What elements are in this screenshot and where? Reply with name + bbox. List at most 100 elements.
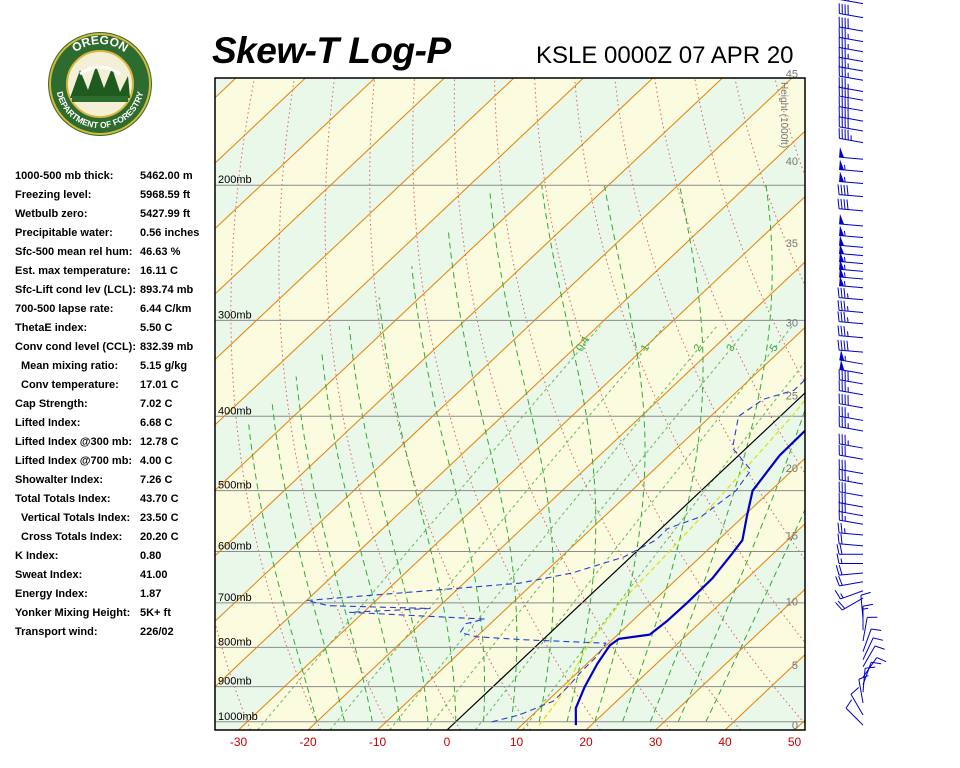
- stat-row: K Index: 0.80: [15, 548, 220, 567]
- stat-label: Precipitable water:: [15, 227, 113, 239]
- stat-label: Wetbulb zero:: [15, 208, 88, 220]
- wind-barb: [839, 225, 864, 239]
- stat-value: 226/02: [140, 626, 174, 638]
- wind-barb: [839, 147, 864, 160]
- wind-barb: [839, 275, 864, 289]
- wind-barb: [845, 699, 864, 726]
- wind-barb: [837, 287, 864, 301]
- wind-barb: [839, 251, 864, 265]
- stat-label: Sweat Index:: [15, 569, 83, 581]
- isotherm-line: [215, 78, 237, 99]
- isobar-label: 800mb: [218, 636, 252, 648]
- wind-barb: [838, 492, 864, 508]
- wind-barb: [837, 311, 864, 325]
- mixing-ratio-line: [257, 325, 601, 730]
- wind-barb: [835, 564, 864, 576]
- wind-barb: [839, 213, 864, 227]
- wind-barb: [862, 657, 887, 678]
- moist-adiabat: [447, 231, 518, 722]
- height-tick-label: 45: [786, 68, 798, 80]
- stat-value: 0.56 inches: [140, 227, 200, 239]
- height-tick-label: 0: [792, 720, 798, 732]
- wind-barb: [836, 553, 863, 564]
- height-tick-label: 40: [786, 156, 798, 168]
- sounding-indices-list: 1000-500 mb thick: 5462.00 m Freezing leve…: [15, 168, 220, 643]
- wind-barb: [838, 106, 864, 122]
- wind-barb: [838, 37, 864, 53]
- stat-row: Lifted Index: 6.68 C: [15, 415, 220, 434]
- stat-row: Sfc-500 mean rel hum: 46.63 %: [15, 244, 220, 263]
- plot-frame: [214, 77, 806, 731]
- wind-barb: [838, 481, 864, 497]
- stat-value: 17.01 C: [140, 379, 179, 391]
- wind-barb: [838, 27, 864, 43]
- parcel-trace-line: [538, 398, 805, 726]
- wind-barb: [838, 380, 864, 396]
- height-tick-label: 30: [786, 318, 798, 330]
- moist-adiabat: [248, 424, 318, 722]
- page-title: Skew-T Log-P: [212, 30, 451, 71]
- wind-barb: [850, 687, 864, 716]
- wind-barb: [837, 325, 864, 339]
- wind-barb: [838, 128, 864, 144]
- dry-adiabat: [935, 78, 960, 730]
- wind-barb: [838, 509, 864, 525]
- stat-row: Lifted Index @700 mb: 4.00 C: [15, 453, 220, 472]
- height-tick-label: 5: [792, 660, 798, 672]
- plot-area: 0.4 1 2 3 5 8200mb300mb400mb500mb600mb700mb80…: [0, 78, 960, 730]
- isotherm-line: [215, 78, 445, 295]
- moist-adiabat: [705, 508, 805, 723]
- dry-adiabat: [453, 78, 671, 730]
- stat-label: 1000-500 mb thick:: [15, 170, 114, 182]
- logo-top-text: OREGON: [69, 33, 130, 55]
- stat-row: Cap Strength: 7.02 C: [15, 396, 220, 415]
- wind-barb: [838, 16, 864, 32]
- stat-row: Vertical Totals Index: 23.50 C: [15, 510, 220, 529]
- svg-text:OREGON: OREGON: [69, 33, 130, 55]
- stat-label: Vertical Totals Index:: [21, 512, 131, 524]
- mixing-ratio-label: 1: [639, 342, 652, 353]
- isobar-label: 600mb: [218, 540, 252, 552]
- height-tick-label: 35: [786, 238, 798, 250]
- wind-barb: [837, 300, 864, 314]
- stat-row: Lifted Index @300 mb: 12.78 C: [15, 434, 220, 453]
- stat-row: ThetaE index: 5.50 C: [15, 320, 220, 339]
- stat-row: Yonker Mixing Height: 5K+ ft: [15, 605, 220, 624]
- x-tick-label: 0: [444, 735, 451, 749]
- isotherm-line: [215, 130, 805, 688]
- stat-label: Lifted Index:: [15, 417, 81, 429]
- stat-label: Lifted Index @700 mb:: [15, 455, 133, 467]
- isotherm-band: [215, 78, 805, 687]
- isotherm-band: [0, 78, 166, 730]
- stat-row: Sfc-Lift cond lev (LCL): 893.74 mb: [15, 282, 220, 301]
- wind-barb: [838, 433, 864, 449]
- stat-row: Conv temperature: 17.01 C: [15, 377, 220, 396]
- dewpoint-profile-line: [306, 377, 805, 723]
- stat-label: ThetaE index:: [15, 322, 88, 334]
- stat-value: 0.80: [140, 550, 162, 562]
- height-tick-label: 10: [786, 596, 798, 608]
- isotherm-line: [864, 78, 960, 730]
- dry-adiabat: [574, 78, 805, 644]
- stat-row: Total Totals Index: 43.70 C: [15, 491, 220, 510]
- dry-adiabat: [895, 78, 960, 730]
- stat-row: Freezing level: 5968.59 ft: [15, 187, 220, 206]
- mixing-ratio-label: 8: [809, 342, 822, 353]
- wind-barb: [839, 350, 864, 365]
- isobar-label: 200mb: [218, 174, 252, 186]
- isotherm-line: [0, 78, 166, 730]
- stat-value: 893.74 mb: [140, 284, 194, 296]
- wind-barb: [837, 184, 864, 198]
- stat-value: 5.15 g/kg: [140, 360, 188, 372]
- isotherm-line: [215, 78, 584, 426]
- stat-value: 832.39 mb: [140, 341, 194, 353]
- isobar-label: 400mb: [218, 405, 252, 417]
- stat-label: Transport wind:: [15, 626, 98, 638]
- x-tick-label: -30: [230, 735, 248, 749]
- stat-value: 41.00: [140, 569, 168, 581]
- wind-barb: [862, 616, 878, 642]
- mixing-ratio-line: [329, 325, 665, 730]
- stat-value: 6.68 C: [140, 417, 173, 429]
- stat-row: Cross Totals Index: 20.20 C: [15, 529, 220, 548]
